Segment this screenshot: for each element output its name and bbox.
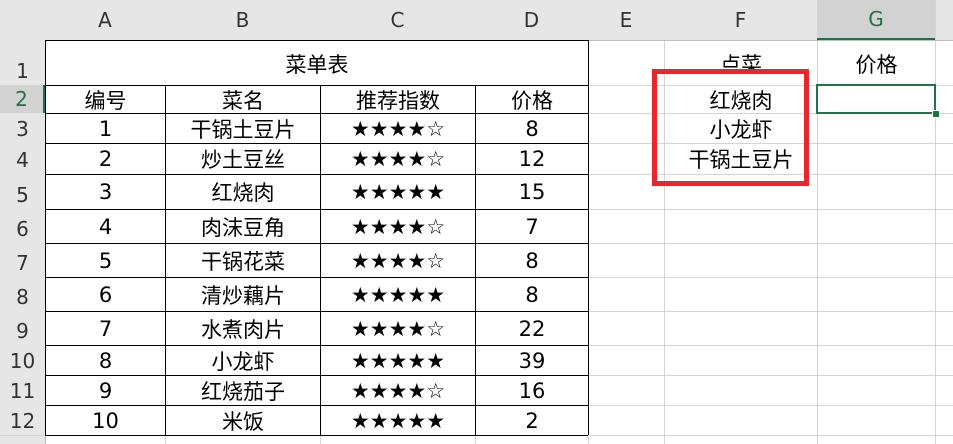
table-cell[interactable]: ★★★★☆ xyxy=(350,248,446,273)
table-cell[interactable]: 4 xyxy=(98,214,113,239)
table-border xyxy=(45,209,588,210)
table-border xyxy=(45,405,588,406)
table-cell[interactable]: 清炒藕片 xyxy=(201,283,285,308)
table-cell[interactable]: 9 xyxy=(98,378,113,403)
table-border xyxy=(320,85,321,435)
table-cell[interactable]: 12 xyxy=(518,147,546,171)
table-cell[interactable]: 5 xyxy=(98,248,113,273)
column-header[interactable]: D xyxy=(475,0,588,40)
table-border xyxy=(45,375,588,376)
table-border xyxy=(165,85,166,435)
table-border xyxy=(45,113,588,114)
row-header[interactable]: 4 xyxy=(0,143,45,174)
table-cell[interactable]: 小龙虾 xyxy=(211,349,275,374)
table-cell[interactable]: 米饭 xyxy=(222,409,264,434)
grid-line xyxy=(664,0,665,444)
table-cell[interactable]: 炒土豆丝 xyxy=(201,148,285,172)
table-border xyxy=(45,243,588,244)
table-cell[interactable]: ★★★★☆ xyxy=(350,116,446,141)
table-cell[interactable]: 8 xyxy=(525,248,539,273)
table-border xyxy=(45,311,588,312)
row-header[interactable]: 12 xyxy=(0,405,45,435)
table-cell[interactable]: 2 xyxy=(98,147,113,171)
row-header[interactable]: 9 xyxy=(0,311,45,345)
table-border xyxy=(45,40,588,41)
table-border xyxy=(45,174,588,175)
table-cell[interactable]: 8 xyxy=(525,116,539,141)
table-border xyxy=(475,85,476,435)
table-border xyxy=(45,143,588,144)
row-header[interactable]: 10 xyxy=(0,345,45,375)
table-cell[interactable]: ★★★★☆ xyxy=(350,214,446,239)
table-border xyxy=(45,435,588,436)
row-header[interactable]: 1 xyxy=(0,40,45,85)
price-header[interactable]: 价格 xyxy=(855,53,898,77)
table-cell[interactable]: 15 xyxy=(518,180,546,204)
table-cell[interactable]: 39 xyxy=(518,348,546,373)
row-header[interactable]: 5 xyxy=(0,174,45,209)
row-header[interactable]: 7 xyxy=(0,243,45,277)
table-cell[interactable]: 7 xyxy=(525,214,539,239)
grid-line xyxy=(817,0,818,444)
table-cell[interactable]: 红烧肉 xyxy=(211,181,275,205)
table-cell[interactable]: 6 xyxy=(98,282,113,307)
table-cell[interactable]: 2 xyxy=(525,408,539,433)
row-header[interactable]: 3 xyxy=(0,113,45,143)
table-cell[interactable]: 1 xyxy=(98,116,113,141)
table-header-cell[interactable]: 菜名 xyxy=(222,88,264,113)
fill-handle[interactable] xyxy=(932,110,940,118)
column-header[interactable]: F xyxy=(664,0,817,40)
table-cell[interactable]: 水煮肉片 xyxy=(201,317,285,342)
order-item[interactable]: 小龙虾 xyxy=(709,117,773,142)
order-item[interactable]: 红烧肉 xyxy=(709,88,773,113)
column-header[interactable]: G xyxy=(817,0,935,40)
column-header[interactable]: B xyxy=(165,0,320,40)
table-cell[interactable]: ★★★★☆ xyxy=(350,147,446,171)
table-cell[interactable]: ★★★★★ xyxy=(350,180,446,204)
table-cell[interactable]: 干锅土豆片 xyxy=(190,117,296,142)
table-border xyxy=(45,345,588,346)
row-header[interactable]: 6 xyxy=(0,209,45,243)
selected-cell[interactable] xyxy=(816,84,936,114)
table-border xyxy=(45,40,46,435)
table-cell[interactable]: 干锅花菜 xyxy=(201,249,285,274)
table-cell[interactable]: ★★★★★ xyxy=(350,348,446,373)
table-cell[interactable]: 16 xyxy=(518,378,546,403)
table-cell[interactable]: 3 xyxy=(98,180,113,204)
row-header[interactable]: 8 xyxy=(0,277,45,311)
order-item[interactable]: 干锅土豆片 xyxy=(688,148,794,172)
table-cell[interactable]: ★★★★★ xyxy=(350,282,446,307)
table-cell[interactable]: 8 xyxy=(98,348,113,373)
table-cell[interactable]: 肉沫豆角 xyxy=(201,215,285,240)
table-title[interactable]: 菜单表 xyxy=(46,41,588,85)
table-cell[interactable]: 10 xyxy=(92,408,119,433)
row-header[interactable]: 11 xyxy=(0,375,45,405)
table-header-cell[interactable]: 推荐指数 xyxy=(356,88,440,113)
grid-line xyxy=(935,0,936,444)
table-border xyxy=(588,40,589,435)
table-cell[interactable]: ★★★★☆ xyxy=(350,316,446,341)
table-border xyxy=(45,85,588,86)
table-cell[interactable]: 红烧茄子 xyxy=(201,379,285,404)
table-header-cell[interactable]: 编号 xyxy=(84,88,127,113)
column-header[interactable]: A xyxy=(45,0,165,40)
table-cell[interactable]: ★★★★☆ xyxy=(350,378,446,403)
table-cell[interactable]: 22 xyxy=(518,316,546,341)
column-header[interactable]: E xyxy=(588,0,664,40)
table-cell[interactable]: 8 xyxy=(525,282,539,307)
table-border xyxy=(45,277,588,278)
table-cell[interactable]: ★★★★★ xyxy=(350,408,446,433)
row-header[interactable]: 2 xyxy=(0,85,45,113)
table-header-cell[interactable]: 价格 xyxy=(511,88,553,113)
table-cell[interactable]: 7 xyxy=(98,316,113,341)
column-header[interactable]: C xyxy=(320,0,475,40)
highlight-box xyxy=(652,69,809,186)
